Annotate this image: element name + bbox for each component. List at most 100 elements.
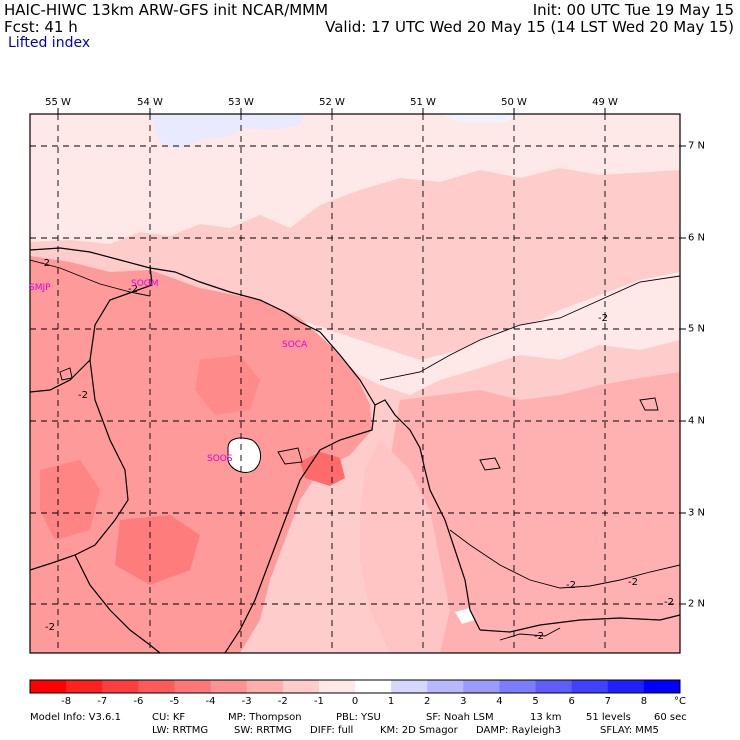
- contour-label: -2: [534, 631, 544, 642]
- colorbar-swatch: [355, 680, 392, 693]
- station-label: SOCA: [282, 340, 308, 350]
- shade-pale-blue: [150, 114, 305, 150]
- header-valid-time: Valid: 17 UTC Wed 20 May 15 (14 LST Wed …: [325, 18, 734, 36]
- colorbar-label: 2: [424, 696, 431, 707]
- model-info-diff: DIFF: full: [310, 725, 354, 736]
- header-title: HAIC-HIWC 13km ARW-GFS init NCAR/MMM: [4, 1, 329, 19]
- shade-land-lightpatch: [360, 440, 450, 653]
- lat-ticks: [680, 145, 686, 605]
- colorbar-label: 7: [604, 696, 611, 707]
- model-info-sflay: SFLAY: MM5: [600, 725, 659, 736]
- colorbar-label: -7: [97, 696, 108, 707]
- shade-white-bubble: [227, 437, 261, 473]
- colorbar-swatch: [66, 680, 103, 693]
- graticule: [30, 114, 680, 653]
- colorbar-swatch: [210, 680, 248, 693]
- colorbar-label: 5: [532, 696, 539, 707]
- model-info-cu: CU: KF: [152, 712, 186, 723]
- border-line: [30, 359, 91, 393]
- colorbar-label: -3: [241, 696, 252, 707]
- colorbar-swatch: [463, 680, 500, 693]
- lat-label: 3 N: [688, 507, 706, 519]
- contour-line: [479, 457, 501, 471]
- contour-label: -2: [78, 390, 88, 401]
- contour-line: [449, 529, 680, 589]
- border-line: [479, 614, 680, 633]
- model-info-damp: DAMP: Rayleigh3: [476, 725, 562, 736]
- contour-line: [59, 367, 73, 381]
- colorbar-swatch: [246, 680, 284, 693]
- shade-dark-patch: [195, 355, 260, 415]
- shade-ocean-light: [30, 114, 680, 244]
- colorbar-label: 0: [351, 696, 359, 707]
- shade-white-small: [455, 608, 475, 624]
- station-label: SMJP: [29, 283, 51, 293]
- colorbar-swatch: [571, 680, 609, 693]
- lon-label: 52 W: [319, 97, 345, 108]
- colorbar-label: -8: [61, 696, 72, 707]
- colorbar-swatch: [427, 680, 464, 693]
- colorbar-label: 8: [640, 696, 648, 707]
- colorbar-label: -2: [277, 696, 288, 707]
- lat-label: 6 N: [688, 232, 706, 244]
- lon-ticks: [57, 108, 606, 114]
- colorbar: [29, 679, 681, 694]
- colorbar-label: -4: [205, 696, 216, 707]
- station-label: SOGM: [131, 279, 159, 289]
- contour-line: [30, 259, 151, 297]
- model-info-version: Model Info: V3.6.1: [30, 712, 121, 723]
- border-line: [74, 554, 161, 653]
- lat-label: 2 N: [688, 598, 706, 610]
- colorbar-label: 4: [496, 696, 503, 707]
- model-info-timestep: 60 sec: [654, 712, 687, 723]
- lon-label: 53 W: [228, 97, 254, 108]
- map-frame: [29, 113, 681, 654]
- contour-label: -2: [628, 577, 638, 588]
- colorbar-swatch: [138, 680, 175, 693]
- contour-label: -2: [598, 313, 608, 324]
- contour-label: -2: [40, 258, 50, 269]
- lat-label: 5 N: [688, 323, 706, 335]
- colorbar-label: 1: [387, 696, 395, 707]
- border-line: [30, 264, 153, 571]
- colorbar-swatch: [30, 680, 67, 693]
- shade-coastal-light: [300, 272, 680, 395]
- contour-label: -2: [664, 597, 674, 608]
- lon-label: 51 W: [410, 97, 436, 108]
- lat-label: 4 N: [688, 415, 706, 427]
- model-info-pbl: PBL: YSU: [336, 712, 381, 723]
- model-info-levels: 51 levels: [586, 712, 631, 723]
- colorbar-swatch: [318, 680, 356, 693]
- colorbar-label: 3: [460, 696, 467, 707]
- lat-label: 7 N: [688, 140, 706, 152]
- header-init-time: Init: 00 UTC Tue 19 May 15: [532, 1, 734, 19]
- contour-line: [379, 275, 680, 381]
- border-line: [224, 404, 376, 653]
- contour-label: -2: [566, 580, 576, 591]
- model-info-resolution: 13 km: [530, 712, 562, 723]
- colorbar-label: -6: [133, 696, 144, 707]
- colorbar-swatch: [174, 680, 212, 693]
- model-info-mp: MP: Thompson: [228, 712, 302, 723]
- colorbar-swatch: [499, 680, 537, 693]
- colorbar-swatch: [102, 680, 139, 693]
- contour-line: [277, 447, 303, 465]
- model-info-sw: SW: RRTMG: [234, 725, 292, 736]
- model-info-lw: LW: RRTMG: [152, 725, 209, 736]
- contour-line: [639, 397, 659, 411]
- colorbar-swatch: [607, 680, 645, 693]
- header-forecast-hour: Fcst: 41 h: [4, 18, 78, 36]
- colorbar-label: -1: [313, 696, 324, 707]
- lon-label: 55 W: [45, 97, 71, 108]
- shade-dark-patch: [40, 460, 100, 540]
- lon-label: 50 W: [501, 97, 527, 108]
- lon-label: 49 W: [592, 97, 618, 108]
- colorbar-swatch: [535, 680, 573, 693]
- shade-dark-patch: [115, 515, 200, 585]
- colorbar-label: 6: [568, 696, 575, 707]
- shade-dark-patch: [300, 452, 345, 486]
- lon-label: 54 W: [137, 97, 163, 108]
- model-info-sf: SF: Noah LSM: [426, 712, 494, 723]
- coastline: [30, 247, 481, 631]
